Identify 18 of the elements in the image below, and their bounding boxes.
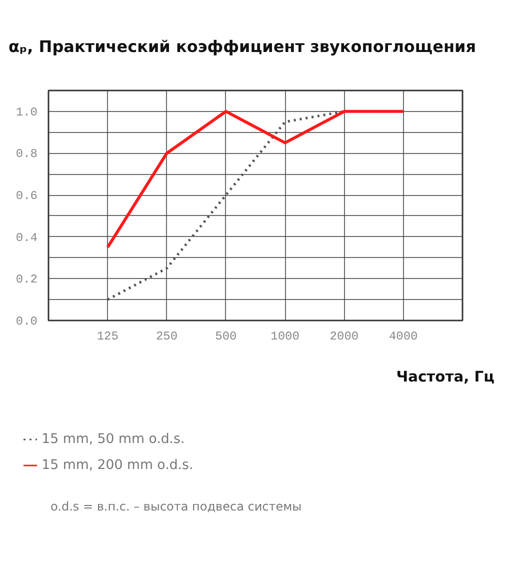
text: o.d.s = в.п.с. – высота подвеса системы [50,500,302,514]
legend-label: 15 mm, 200 mm o.d.s. [42,456,194,474]
x-tick-label: 125 [96,330,118,344]
x-tick-label: 250 [156,330,178,344]
x-tick-label: 2000 [330,330,359,344]
y-tick-label: 0.0 [16,314,38,328]
legend-label: 15 mm, 50 mm o.d.s. [42,430,185,448]
y-tick-label: 0.2 [16,272,38,287]
y-tick-label: 0.8 [16,147,38,162]
y-tick-label: 1.0 [16,105,38,120]
line-series [106,110,405,249]
y-tick-label: 0.6 [16,189,38,204]
x-axis-title: Частота, Гц [396,368,495,386]
y-tick-label: 0.4 [16,230,38,245]
chart-title: αₚ, Практический коэффициент звукопоглощения [8,37,476,56]
x-tick-label: 1000 [270,330,300,344]
x-tick-label: 500 [215,330,237,344]
x-tick-label: 4000 [388,330,418,344]
